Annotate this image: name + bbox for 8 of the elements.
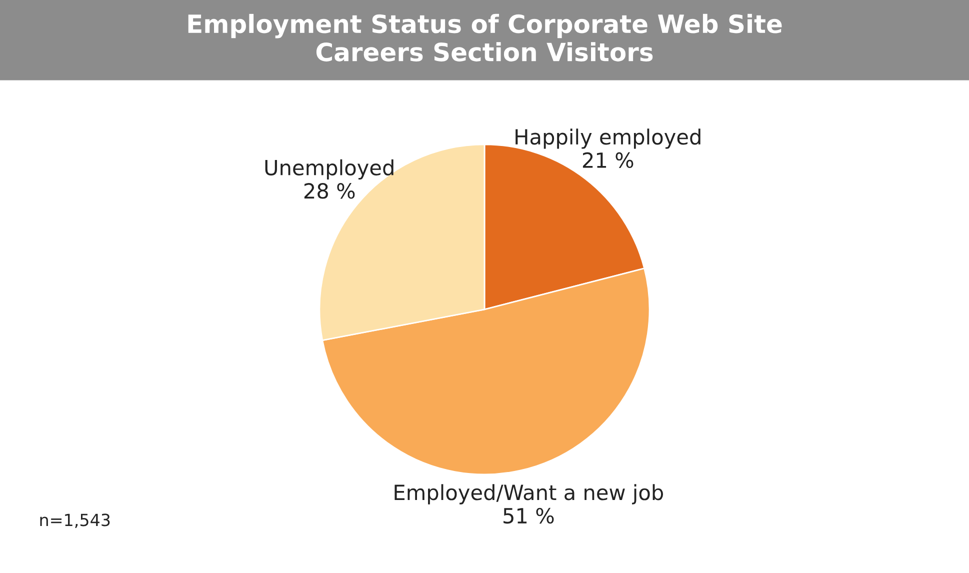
slice-label: Employed/Want a new job (394, 484, 664, 504)
chart-title: Employment Status of Corporate Web Site Careers Section Visitors (188, 14, 782, 62)
text: n=1,543 (40, 514, 110, 528)
data-label: 28 % (304, 183, 355, 199)
slice-label: Unemployed (265, 159, 394, 180)
data-label: 51 % (504, 508, 554, 524)
data-label: 21 % (582, 152, 634, 168)
slice-label: Happily employed (516, 128, 700, 149)
